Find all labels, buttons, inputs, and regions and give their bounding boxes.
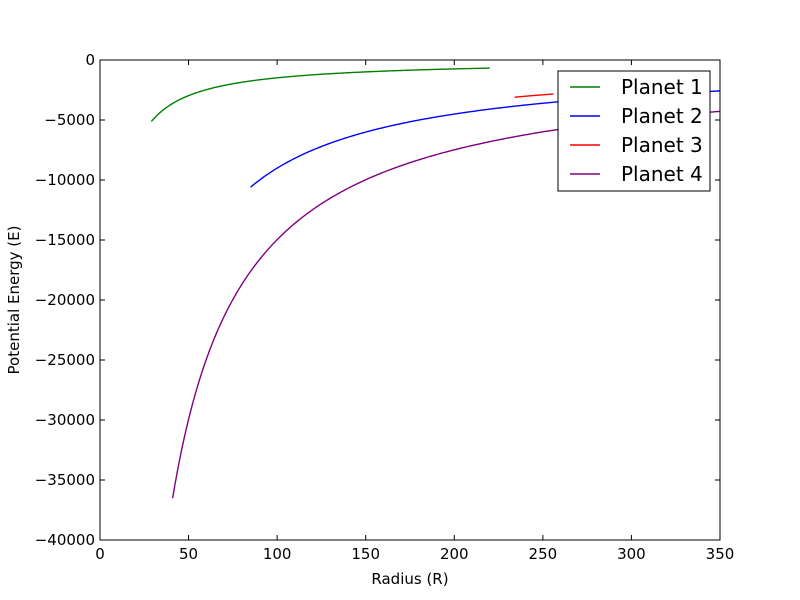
series-line-planet-1 xyxy=(150,67,490,122)
x-tick-label: 100 xyxy=(263,545,292,563)
y-tick-label: −15000 xyxy=(35,231,95,249)
y-axis-label: Potential Energy (E) xyxy=(5,226,23,375)
legend-label: Planet 4 xyxy=(621,162,703,186)
y-tick-label: 0 xyxy=(85,51,95,69)
legend-label: Planet 3 xyxy=(621,133,703,157)
legend-label: Planet 2 xyxy=(621,104,703,128)
y-tick-label: −10000 xyxy=(35,171,95,189)
x-tick-label: 350 xyxy=(706,545,735,563)
x-tick-label: 300 xyxy=(617,545,646,563)
y-tick-label: −25000 xyxy=(35,351,95,369)
legend: Planet 1 Planet 2 Planet 3 Planet 4 xyxy=(557,70,711,192)
x-tick-label: 50 xyxy=(179,545,198,563)
x-axis-label: Radius (R) xyxy=(371,570,448,588)
ticks-layer: 0 50 100 150 200 250 300 350 0 −5000 −10000 −15000 −… xyxy=(35,51,735,563)
x-tick-label: 250 xyxy=(529,545,558,563)
legend-box xyxy=(557,70,711,192)
y-tick-label: −30000 xyxy=(35,411,95,429)
y-tick-label: −20000 xyxy=(35,291,95,309)
x-tick-label: 200 xyxy=(440,545,469,563)
x-tick-label: 150 xyxy=(351,545,380,563)
legend-label: Planet 1 xyxy=(621,75,703,99)
y-tick-label: −40000 xyxy=(35,531,95,549)
y-tick-label: −5000 xyxy=(44,111,95,129)
x-tick-label: 0 xyxy=(95,545,105,563)
series-line-planet-3 xyxy=(514,93,554,98)
y-tick-label: −35000 xyxy=(35,471,95,489)
